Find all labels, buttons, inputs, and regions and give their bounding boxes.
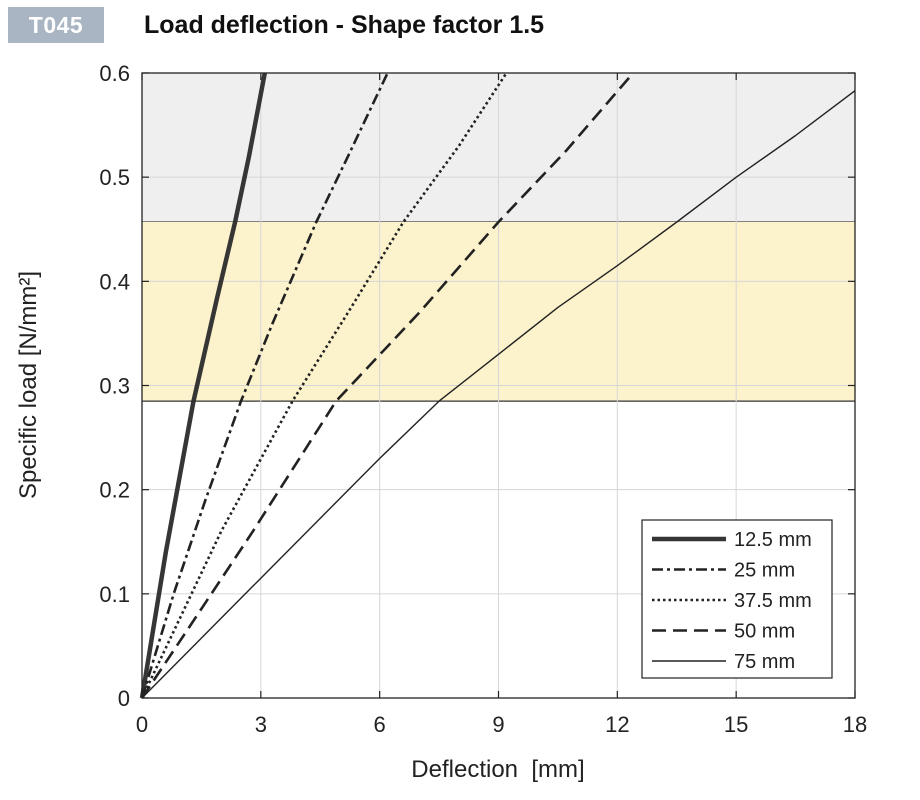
x-axis-label: Deflection [mm] <box>411 756 584 783</box>
series-line-1 <box>139 72 268 699</box>
y-tick-label: 0.3 <box>99 374 130 399</box>
x-tick-label: 12 <box>605 712 629 737</box>
y-tick-label: 0 <box>118 686 130 711</box>
legend-label-2: 25 mm <box>734 560 795 582</box>
y-axis-label: Specific load [N/mm²] <box>15 271 42 499</box>
y-tick-label: 0.2 <box>99 478 130 503</box>
axis-ticks <box>141 72 856 699</box>
x-tick-label: 18 <box>843 712 867 737</box>
series-line-3 <box>140 72 508 699</box>
chart-title: Load deflection - Shape factor 1.5 <box>144 11 545 39</box>
y-tick-label: 0.4 <box>99 269 130 294</box>
y-tick-label: 0.6 <box>99 61 130 86</box>
series-line-2 <box>140 72 389 699</box>
y-tick-label: 0.1 <box>99 582 130 607</box>
series-line-5 <box>141 90 856 699</box>
legend-label-1: 12.5 mm <box>734 529 812 551</box>
y-tick-label: 0.5 <box>99 165 130 190</box>
code-badge: T045 <box>8 7 104 43</box>
x-tick-labels: 0 3 6 9 12 15 18 <box>136 712 867 737</box>
series-lines <box>139 72 856 699</box>
y-tick-labels: 0 0.1 0.2 0.3 0.4 0.5 0.6 <box>99 61 130 711</box>
legend-label-3: 37.5 mm <box>734 590 812 612</box>
legend-label-4: 50 mm <box>734 621 795 643</box>
legend-box <box>641 519 833 679</box>
x-tick-label: 3 <box>255 712 267 737</box>
legend: 12.5 mm 25 mm 37.5 mm 50 mm 75 mm <box>641 519 833 679</box>
header: T045 Load deflection - Shape factor 1.5 <box>0 0 920 50</box>
x-tick-label: 0 <box>136 712 148 737</box>
x-tick-label: 9 <box>492 712 504 737</box>
x-tick-label: 15 <box>724 712 748 737</box>
series-line-4 <box>140 72 635 699</box>
legend-label-5: 75 mm <box>734 651 795 673</box>
x-tick-label: 6 <box>374 712 386 737</box>
